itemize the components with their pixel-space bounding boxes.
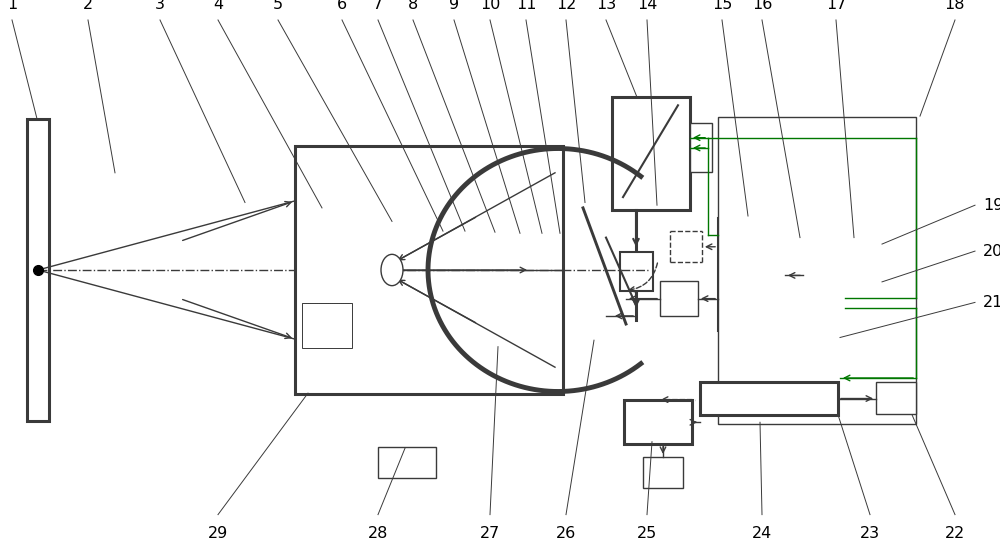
- Text: 28: 28: [368, 526, 388, 540]
- Text: 9: 9: [449, 0, 459, 12]
- Bar: [718, 117, 916, 424]
- Bar: [876, 382, 916, 414]
- Bar: [612, 97, 690, 210]
- Text: 19: 19: [983, 198, 1000, 213]
- Text: 8: 8: [408, 0, 418, 12]
- Text: 7: 7: [373, 0, 383, 12]
- Text: 6: 6: [337, 0, 347, 12]
- Bar: [803, 234, 843, 314]
- Text: 15: 15: [712, 0, 732, 12]
- Text: 24: 24: [752, 526, 772, 540]
- Text: 22: 22: [945, 526, 965, 540]
- Text: 12: 12: [556, 0, 576, 12]
- Bar: [620, 252, 653, 291]
- Text: 18: 18: [945, 0, 965, 12]
- Text: 4: 4: [213, 0, 223, 12]
- Text: 5: 5: [273, 0, 283, 12]
- Text: 29: 29: [208, 526, 228, 540]
- Text: 23: 23: [860, 526, 880, 540]
- Text: 2: 2: [83, 0, 93, 12]
- Text: 25: 25: [637, 526, 657, 540]
- Text: 1: 1: [7, 0, 17, 12]
- Text: 20: 20: [983, 244, 1000, 259]
- Bar: [660, 281, 698, 316]
- Text: 10: 10: [480, 0, 500, 12]
- Ellipse shape: [381, 254, 403, 286]
- Bar: [27, 119, 49, 421]
- Bar: [302, 303, 352, 348]
- Bar: [740, 265, 785, 321]
- Text: 26: 26: [556, 526, 576, 540]
- Text: 11: 11: [516, 0, 536, 12]
- Text: 21: 21: [983, 295, 1000, 310]
- Text: 17: 17: [826, 0, 846, 12]
- Bar: [643, 457, 683, 488]
- Bar: [700, 382, 838, 415]
- Bar: [690, 123, 712, 172]
- Text: 27: 27: [480, 526, 500, 540]
- Text: 13: 13: [596, 0, 616, 12]
- Bar: [295, 146, 563, 394]
- Bar: [718, 218, 803, 330]
- Bar: [378, 447, 436, 478]
- Bar: [624, 400, 692, 444]
- Text: 16: 16: [752, 0, 772, 12]
- Text: 3: 3: [155, 0, 165, 12]
- Bar: [845, 234, 883, 314]
- Text: 14: 14: [637, 0, 657, 12]
